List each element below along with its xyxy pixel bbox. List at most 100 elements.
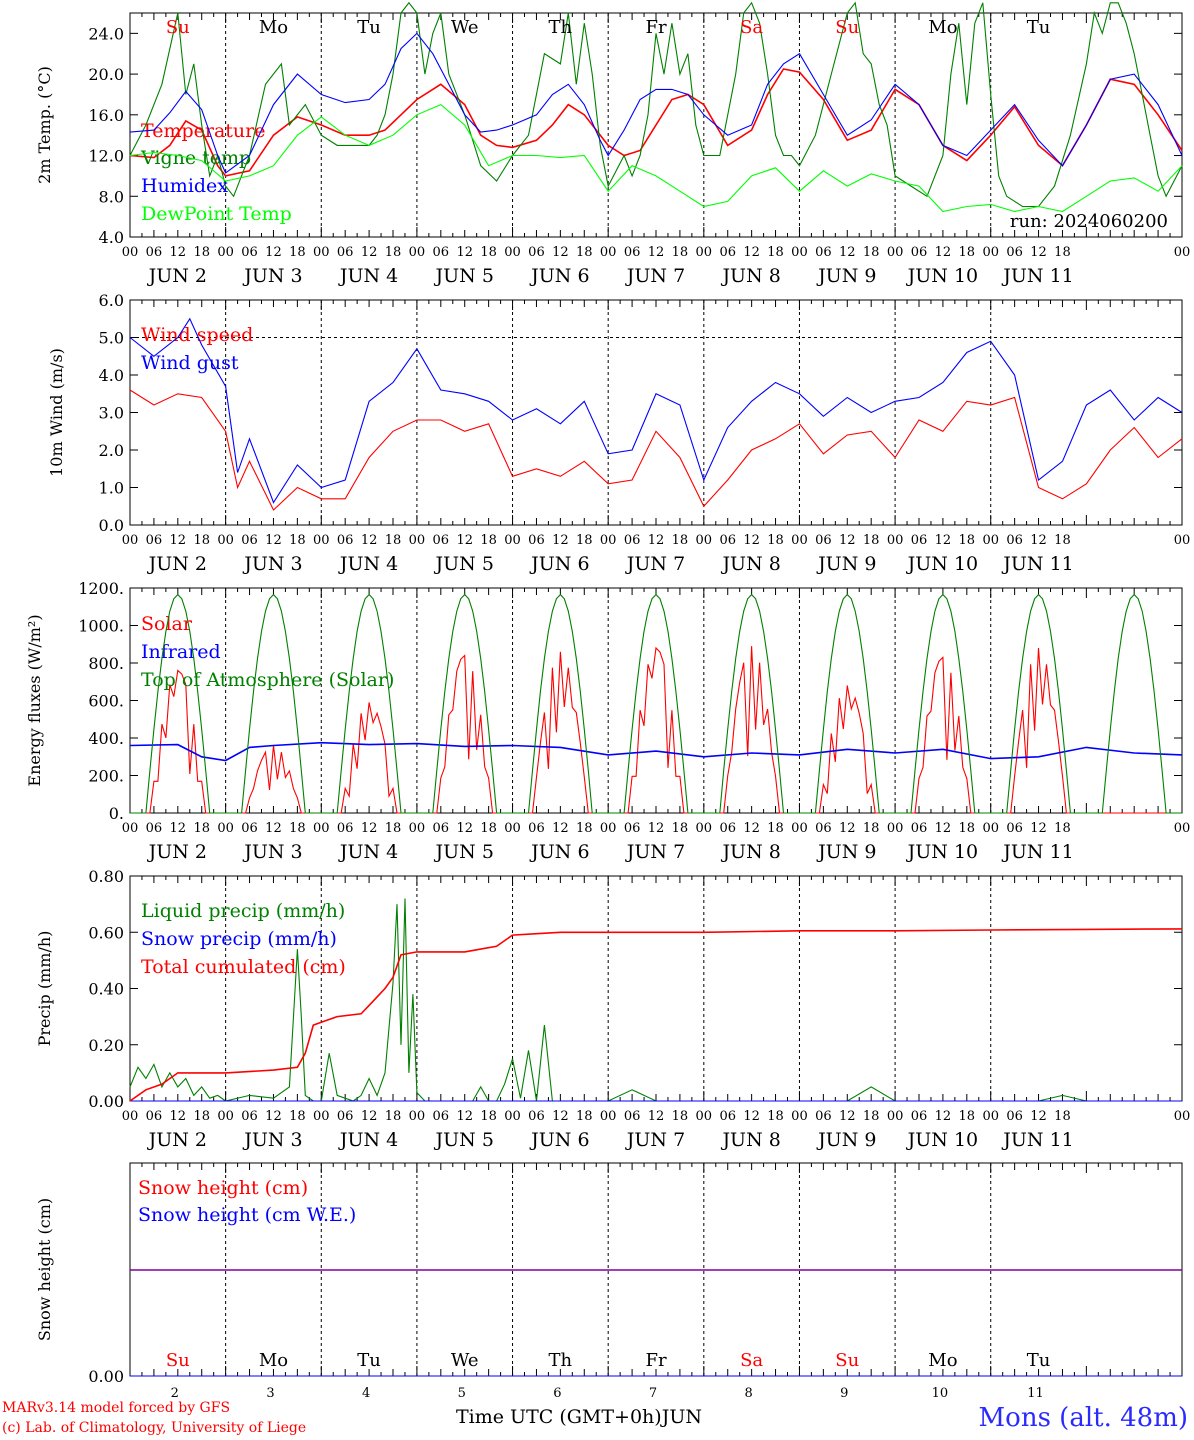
hour-tick-label: 12 <box>456 821 473 836</box>
hour-tick-label: 00 <box>600 821 617 836</box>
day-name-bottom: Su <box>835 1350 859 1371</box>
hour-tick-label: 00 <box>600 533 617 548</box>
hour-tick-label: 06 <box>624 533 641 548</box>
y-tick-label: 0.60 <box>88 923 124 942</box>
hour-tick-label: 18 <box>193 1109 210 1124</box>
hour-tick-label: 00 <box>791 533 808 548</box>
hour-tick-label: 06 <box>528 245 545 260</box>
y-tick-label: 0.00 <box>88 1367 124 1386</box>
hour-tick-label: 00 <box>600 245 617 260</box>
hour-tick-label: 00 <box>791 1109 808 1124</box>
series-line-humidex <box>129 32 1183 174</box>
day-name-top: Tu <box>1027 17 1051 38</box>
legend-entry: Temperature <box>141 120 265 142</box>
hour-tick-label: 18 <box>480 1109 497 1124</box>
date-label: JUN 3 <box>242 841 302 863</box>
hour-tick-label: 18 <box>385 1109 402 1124</box>
panel-1: 4.0 8.0 12.0 16.0 20.0 24.0 2m Temp. (°C) 00 06 1… <box>35 1 1191 287</box>
y-tick-label: 12.0 <box>88 147 124 166</box>
hour-tick-label: 18 <box>480 821 497 836</box>
hour-tick-label: 12 <box>1030 245 1047 260</box>
hour-tick-label: 06 <box>146 1109 163 1124</box>
date-label: JUN 3 <box>242 265 302 287</box>
hour-tick-label: 06 <box>911 533 928 548</box>
hour-tick-label: 00 <box>217 533 234 548</box>
date-label: JUN 5 <box>434 841 494 863</box>
date-label: JUN 3 <box>242 1129 302 1151</box>
date-label: JUN 9 <box>816 1129 876 1151</box>
day-name-bottom: Su <box>166 1350 190 1371</box>
hour-tick-label: 00 <box>409 245 426 260</box>
legend-entry: Infrared <box>141 641 221 663</box>
hour-tick-label: 18 <box>767 533 784 548</box>
hour-tick-label: 12 <box>170 533 187 548</box>
hour-tick-label: 12 <box>265 245 282 260</box>
date-label: JUN 10 <box>906 265 978 287</box>
hour-tick-label: 06 <box>815 1109 832 1124</box>
date-label: JUN 5 <box>434 1129 494 1151</box>
hour-tick-label: 06 <box>1006 821 1023 836</box>
hour-tick-label: 12 <box>456 533 473 548</box>
series-line-dewpoint-temp <box>129 103 1183 213</box>
hour-tick-label: 06 <box>146 245 163 260</box>
hour-tick-label: 06 <box>241 1109 258 1124</box>
hour-tick-label: 18 <box>289 533 306 548</box>
hour-tick-label: 18 <box>1054 533 1071 548</box>
day-number: 9 <box>840 1386 848 1401</box>
hour-tick-label: 12 <box>648 1109 665 1124</box>
hour-tick-label: 00 <box>982 245 999 260</box>
date-label: JUN 7 <box>625 841 685 863</box>
hour-tick-label: 12 <box>935 821 952 836</box>
legend-entry: Top of Atmosphere (Solar) <box>141 669 394 691</box>
hour-tick-label: 12 <box>935 245 952 260</box>
date-label: JUN 5 <box>434 265 494 287</box>
hour-tick-label: 06 <box>624 821 641 836</box>
hour-tick-label: 06 <box>433 533 450 548</box>
hour-tick-label: 00 <box>313 821 330 836</box>
day-name-top: Su <box>835 17 859 38</box>
date-label: JUN 2 <box>147 265 207 287</box>
hour-tick-label: 06 <box>1006 1109 1023 1124</box>
series-line-temperature <box>129 68 1183 177</box>
hour-tick-label: 18 <box>385 245 402 260</box>
series-line-infrared <box>129 741 1183 762</box>
hour-tick-label: 18 <box>480 533 497 548</box>
hour-tick-label: 12 <box>361 821 378 836</box>
date-label: JUN 11 <box>1001 553 1073 575</box>
day-name-bottom: Fr <box>645 1350 666 1371</box>
date-label: JUN 4 <box>338 265 398 287</box>
date-label: JUN 6 <box>529 553 589 575</box>
hour-tick-label: 18 <box>863 821 880 836</box>
y-tick-label: 2.0 <box>99 441 124 460</box>
day-name-bottom: Mo <box>928 1350 957 1371</box>
date-label: JUN 9 <box>816 841 876 863</box>
date-label: JUN 4 <box>338 553 398 575</box>
hour-tick-label: 12 <box>456 245 473 260</box>
legend-entry: Wind gust <box>141 352 239 374</box>
hour-tick-label: 06 <box>624 245 641 260</box>
legend-entry: Liquid precip (mm/h) <box>141 900 345 922</box>
hour-tick-label: 00 <box>1174 245 1191 260</box>
day-name-bottom: Tu <box>1027 1350 1051 1371</box>
y-tick-label: 0.0 <box>99 516 124 535</box>
y-axis-label: Snow height (cm) <box>35 1198 54 1341</box>
plot-frame <box>129 587 1183 814</box>
hour-tick-label: 06 <box>624 1109 641 1124</box>
y-tick-label: 0.00 <box>88 1092 124 1111</box>
hour-tick-label: 00 <box>313 245 330 260</box>
date-label: JUN 6 <box>529 841 589 863</box>
y-tick-label: 1.0 <box>99 479 124 498</box>
day-name-bottom: Sa <box>740 1350 763 1371</box>
hour-tick-label: 06 <box>815 533 832 548</box>
day-name-bottom: Th <box>549 1350 573 1371</box>
hour-tick-label: 06 <box>337 1109 354 1124</box>
hour-tick-label: 12 <box>552 821 569 836</box>
hour-tick-label: 06 <box>433 1109 450 1124</box>
hour-tick-label: 18 <box>863 1109 880 1124</box>
date-label: JUN 10 <box>906 1129 978 1151</box>
y-tick-label: 800. <box>88 654 124 673</box>
hour-tick-label: 06 <box>241 821 258 836</box>
hour-tick-label: 00 <box>504 1109 521 1124</box>
hour-tick-label: 06 <box>241 533 258 548</box>
plot-frame <box>129 299 1183 526</box>
